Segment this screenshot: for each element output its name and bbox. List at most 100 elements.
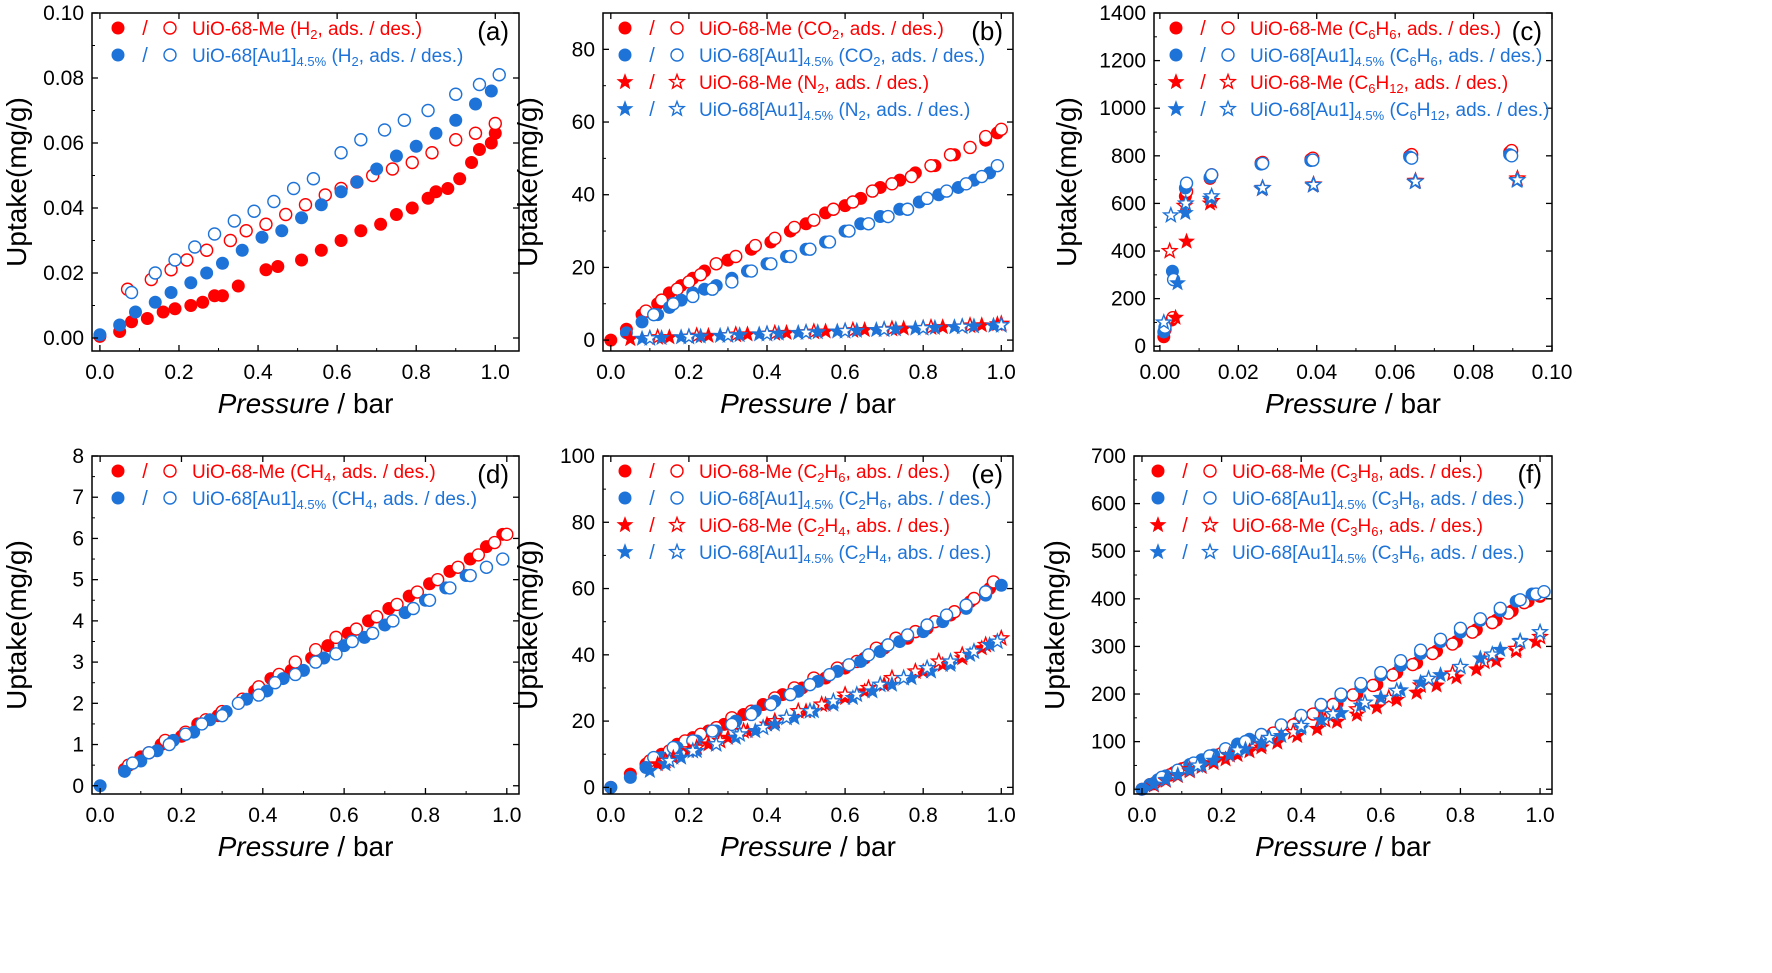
y-tick-label: 700 [1091,445,1126,468]
data-point [1348,705,1366,722]
data-point [268,676,282,690]
y-tick-label: 300 [1091,635,1126,658]
data-point [666,297,680,311]
x-tick-label: 0.00 [1139,361,1180,384]
legend-entry: / UiO-68-Me (C2H4, abs. / des.) [616,515,950,539]
y-tick-label: 0.00 [43,327,84,350]
series-3 [647,585,993,765]
legend-label: UiO-68-Me (C6H12, ads. / des.) [1250,73,1508,96]
data-point [321,639,335,653]
data-point [223,233,238,248]
series-3 [1155,584,1551,785]
data-point [1169,274,1187,291]
data-point [1204,168,1219,182]
data-point [766,715,784,732]
panel-label: (d) [477,459,509,489]
y-tick-label: 400 [1091,588,1126,611]
x-tick-label: 0.0 [86,804,115,827]
data-point [422,593,437,607]
legend-separator: / [649,488,655,510]
plot-area [93,68,506,343]
data-point [1324,704,1343,722]
panel-a: 0.0 0.2 0.4 0.6 0.8 1.0 0.00 0.02 0.04 0.06 0.08 0.… [1,2,520,419]
data-point [1425,646,1440,661]
data-point [1306,153,1320,167]
x-tick-label: 0.4 [248,804,278,827]
data-point [744,264,759,278]
y-axis-label: Uptake(mg/g) [1,540,32,710]
legend-marker-open [1203,464,1217,478]
x-tick-label: 0.2 [1207,804,1236,827]
legend-separator: / [1200,45,1206,67]
legend-marker-open [1221,21,1235,35]
series-7 [1188,622,1550,774]
legend: / UiO-68-Me (C6H6, ads. / des.) / UiO-68[Au… [1167,18,1550,123]
legend-marker-solid [111,491,125,505]
y-tick-label: 100 [560,445,595,468]
legend-entry: / UiO-68[Au1]4.5% (C2H4, abs. / des.) [616,542,991,566]
legend-label: UiO-68[Au1]4.5% (C3H8, ads. / des.) [1232,489,1524,512]
data-point [861,217,876,231]
x-tick-label: 0.02 [1218,361,1259,384]
data-point [215,289,229,303]
data-point [469,97,483,111]
legend-label: UiO-68[Au1]4.5% (H2, ads. / des.) [192,46,463,69]
data-point [939,184,954,198]
legend-separator: / [649,18,655,40]
y-tick-label: 7 [72,486,84,509]
data-point [1513,593,1527,607]
x-tick-label: 0.0 [1127,804,1156,827]
data-point [168,253,182,267]
data-point [125,756,140,770]
y-tick-label: 60 [572,111,595,134]
legend-entry: / UiO-68[Au1]4.5% (C3H8, ads. / des.) [1151,488,1524,512]
data-point [803,242,817,256]
data-point [259,217,273,231]
x-tick-label: 1.0 [1525,804,1554,827]
data-point [959,177,973,191]
data-point [906,661,925,680]
data-point [1445,637,1460,651]
data-point [900,628,915,642]
data-point [994,122,1008,137]
data-point [1366,678,1380,693]
series-3 [125,552,510,770]
data-point [623,770,637,784]
data-point [885,177,899,191]
y-tick-label: 100 [1091,731,1126,754]
data-point [725,275,739,289]
x-tick-label: 0.6 [830,361,859,384]
x-tick-label: 0.8 [909,804,938,827]
legend-entry: / UiO-68-Me (C3H6, ads. / des.) [1149,515,1483,539]
data-point [783,249,798,264]
y-tick-label: 0.02 [43,262,84,285]
data-point [672,748,690,765]
x-axis-label: Pressure / bar [218,388,394,419]
data-point [1312,711,1330,728]
data-point [670,282,684,296]
legend-marker-open [1221,48,1235,62]
data-point [836,321,855,339]
legend-separator: / [1200,99,1206,121]
y-tick-label: 4 [72,610,84,633]
data-point [1404,151,1419,165]
x-tick-label: 0.4 [752,804,782,827]
y-tick-label: 0 [1114,778,1126,801]
data-point [215,708,229,723]
data-point [1178,232,1196,249]
series-3 [1158,149,1519,334]
data-point [1332,704,1350,721]
data-point [1355,693,1374,711]
data-point [449,133,463,147]
data-point [275,224,289,238]
data-point [406,601,420,616]
data-point [1354,676,1368,691]
y-tick-label: 6 [72,527,84,550]
axes-frame [602,12,1014,352]
legend-entry: / UiO-68[Au1]4.5% (C6H6, ads. / des.) [1169,45,1542,69]
legend-separator: / [142,488,148,510]
data-point [148,295,162,309]
data-point [1292,716,1311,734]
x-tick-label: 0.2 [674,361,703,384]
data-point [390,597,404,612]
